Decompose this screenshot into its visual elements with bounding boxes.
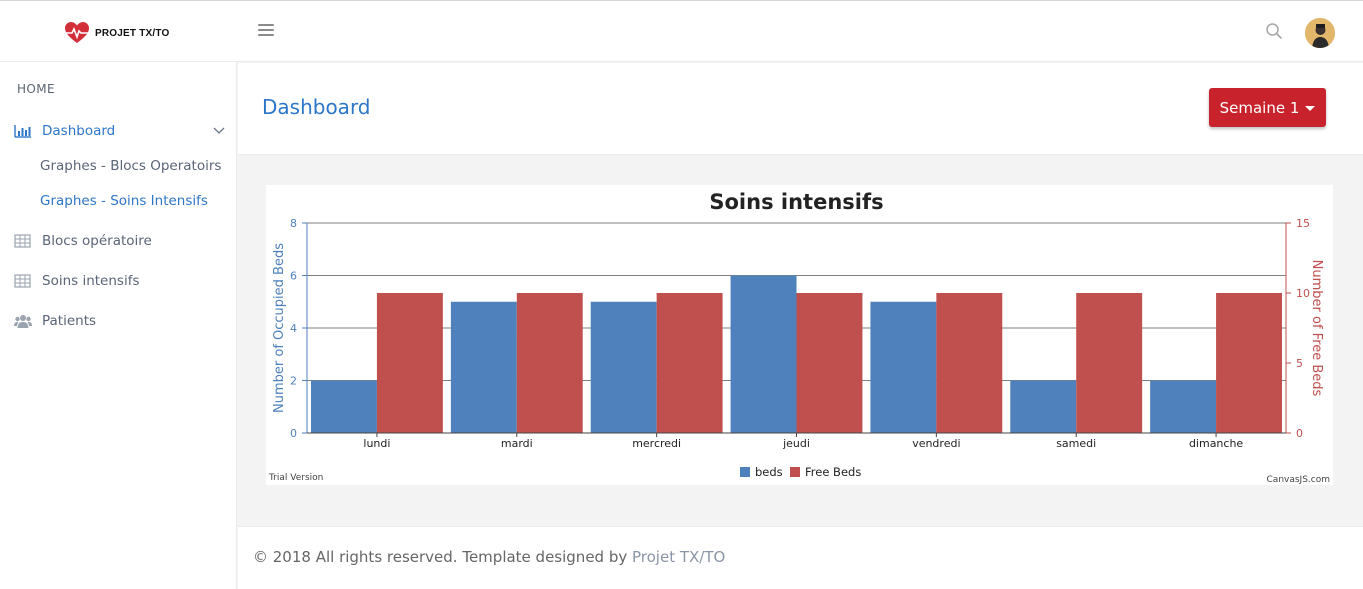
y-tick-label: 0 xyxy=(290,427,297,440)
watermark-trial: Trial Version xyxy=(268,473,323,483)
footer-text: © 2018 All rights reserved. Template des… xyxy=(253,548,725,566)
user-avatar[interactable] xyxy=(1305,18,1335,48)
footer: © 2018 All rights reserved. Template des… xyxy=(238,526,1363,589)
y-tick-label: 8 xyxy=(290,217,297,230)
bar-free-beds xyxy=(936,293,1003,433)
sidebar-subitem-blocs-graphs[interactable]: Graphes - Blocs Operatoirs xyxy=(40,158,222,174)
chevron-down-icon[interactable] xyxy=(213,124,225,136)
brand-logo-link[interactable]: PROJET TX/TO xyxy=(64,21,169,45)
y-tick-label: 4 xyxy=(290,322,297,335)
page-title: Dashboard xyxy=(262,95,371,119)
x-tick-label: lundi xyxy=(363,437,390,450)
top-navbar: PROJET TX/TO xyxy=(0,0,1363,62)
legend-swatch xyxy=(740,467,750,477)
menu-toggle-icon[interactable] xyxy=(258,24,274,38)
bar-free-beds xyxy=(1076,293,1143,433)
legend-swatch xyxy=(790,467,800,477)
table-icon xyxy=(14,274,31,288)
x-tick-label: vendredi xyxy=(912,437,960,450)
bar-beds xyxy=(1150,380,1217,433)
legend-label: beds xyxy=(755,465,783,479)
week-dropdown-label: Semaine 1 xyxy=(1219,98,1300,117)
sidebar-item-label: Soins intensifs xyxy=(42,273,140,289)
sidebar-item-label: Dashboard xyxy=(42,123,116,139)
sidebar-subitem-soins-graphs[interactable]: Graphes - Soins Intensifs xyxy=(40,193,208,209)
bar-beds xyxy=(311,380,377,433)
week-dropdown-button[interactable]: Semaine 1 xyxy=(1209,88,1326,127)
search-icon[interactable] xyxy=(1265,22,1283,40)
bar-beds xyxy=(590,301,657,433)
bar-free-beds xyxy=(516,293,583,433)
y-axis-title: Number of Occupied Beds xyxy=(272,243,287,413)
sidebar-item-dashboard[interactable]: Dashboard xyxy=(14,120,115,142)
sidebar-item-label: Patients xyxy=(42,313,97,329)
sidebar-item-soins-intensifs[interactable]: Soins intensifs xyxy=(14,270,140,292)
y2-tick-label: 10 xyxy=(1296,287,1310,300)
bar-chart: Soins intensifs 0 2 4 6 8 0 5 10 15 lundi mardi merc… xyxy=(268,190,1330,485)
bar-beds xyxy=(1010,380,1077,433)
y2-tick-label: 0 xyxy=(1296,427,1303,440)
x-tick-label: samedi xyxy=(1056,437,1096,450)
sidebar-item-label: Blocs opératoire xyxy=(42,233,152,249)
y2-tick-label: 15 xyxy=(1296,217,1310,230)
sidebar-item-patients[interactable]: Patients xyxy=(14,310,96,332)
bar-free-beds xyxy=(376,293,443,433)
bar-chart-icon xyxy=(14,125,31,138)
bar-free-beds xyxy=(1216,293,1282,433)
y-tick-label: 6 xyxy=(290,270,297,283)
x-tick-label: dimanche xyxy=(1189,437,1243,450)
bar-free-beds xyxy=(796,293,863,433)
x-tick-label: mercredi xyxy=(632,437,681,450)
x-tick-label: mardi xyxy=(501,437,533,450)
legend-label: Free Beds xyxy=(805,465,861,479)
users-icon xyxy=(14,315,32,328)
page-header: Dashboard Semaine 1 xyxy=(238,63,1363,155)
bar-beds xyxy=(450,301,517,433)
y2-axis-title: Number of Free Beds xyxy=(1309,260,1324,397)
x-tick-label: jeudi xyxy=(782,437,810,450)
sidebar-item-blocs-operatoire[interactable]: Blocs opératoire xyxy=(14,230,152,252)
brand-name: PROJET TX/TO xyxy=(95,27,170,39)
chart-card: Soins intensifs 0 2 4 6 8 0 5 10 15 lundi mardi merc… xyxy=(266,185,1333,485)
sidebar-heading: HOME xyxy=(17,82,56,96)
footer-copyright: © 2018 All rights reserved. Template des… xyxy=(253,548,632,566)
sidebar: HOME Dashboard Graphes - Blocs Operatoir… xyxy=(0,62,237,589)
footer-link[interactable]: Projet TX/TO xyxy=(632,548,726,566)
caret-down-icon xyxy=(1305,106,1316,111)
y2-tick-label: 5 xyxy=(1296,357,1303,370)
table-icon xyxy=(14,234,31,248)
bar-free-beds xyxy=(656,293,723,433)
heart-pulse-icon xyxy=(65,22,89,43)
watermark-canvasjs: CanvasJS.com xyxy=(1267,475,1330,485)
y-tick-label: 2 xyxy=(290,375,297,388)
chart-title: Soins intensifs xyxy=(709,190,883,214)
bar-beds xyxy=(870,301,937,433)
user-photo-icon xyxy=(1305,18,1335,48)
bar-beds xyxy=(730,275,797,433)
